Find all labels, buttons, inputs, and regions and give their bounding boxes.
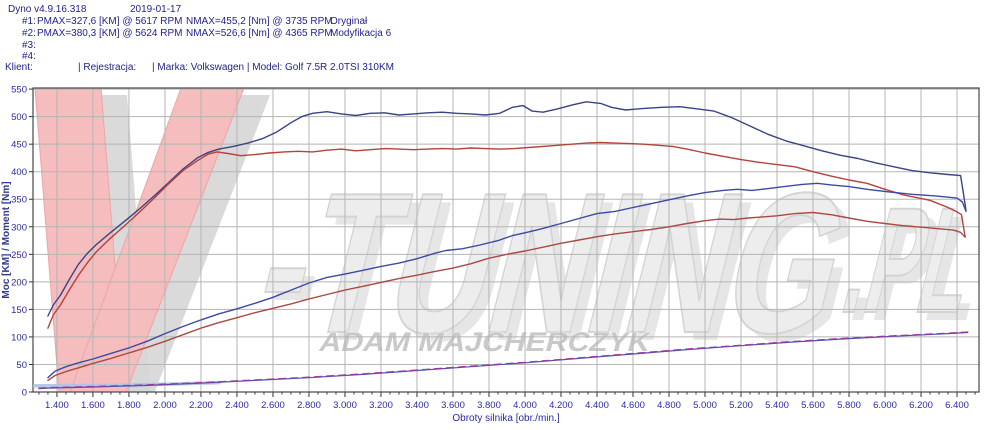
data-curves <box>33 101 969 390</box>
make-model-label: | Marka: Volkswagen | Model: Golf 7.5R 2… <box>152 62 394 73</box>
svg-text:3.000: 3.000 <box>333 400 357 411</box>
svg-text:1.600: 1.600 <box>81 400 105 411</box>
svg-text:6.200: 6.200 <box>909 400 933 411</box>
svg-text:5.800: 5.800 <box>837 400 861 411</box>
svg-text:2.200: 2.200 <box>189 400 213 411</box>
run3-id: #3: <box>22 40 36 51</box>
tuner-name-watermark: ADAM MAJCHERCZYK <box>316 326 654 357</box>
svg-text:6.000: 6.000 <box>873 400 897 411</box>
svg-text:5.600: 5.600 <box>801 400 825 411</box>
curve-power-original <box>47 211 966 382</box>
run2-pmax: PMAX=380,3 [KM] @ 5624 RPM <box>37 28 183 39</box>
svg-text:500: 500 <box>11 112 27 123</box>
svg-text:50: 50 <box>16 360 27 371</box>
svg-text:300: 300 <box>11 222 27 233</box>
svg-text:4.200: 4.200 <box>549 400 573 411</box>
svg-text:5.000: 5.000 <box>693 400 717 411</box>
axis-ticks <box>29 88 976 397</box>
report-date: 2019-01-17 <box>130 4 182 15</box>
app-title: Dyno v4.9.16.318 <box>8 4 87 15</box>
svg-text:5.400: 5.400 <box>765 400 789 411</box>
svg-text:1.800: 1.800 <box>117 400 141 411</box>
svg-text:1.400: 1.400 <box>45 400 69 411</box>
svg-text:-TUNING: -TUNING <box>239 152 870 376</box>
svg-text:100: 100 <box>11 332 27 343</box>
svg-text:250: 250 <box>11 250 27 261</box>
svg-text:350: 350 <box>11 195 27 206</box>
svg-text:2.800: 2.800 <box>297 400 321 411</box>
plot-border <box>32 87 980 393</box>
registration-label: | Rejestracja: <box>78 62 137 73</box>
svg-text:3.400: 3.400 <box>405 400 429 411</box>
svg-text:3.200: 3.200 <box>369 400 393 411</box>
client-label: Klient: <box>5 62 33 73</box>
svg-text:2.600: 2.600 <box>261 400 285 411</box>
curve-torque-original <box>47 141 966 329</box>
svg-text:550: 550 <box>11 85 27 96</box>
run1-nmax: NMAX=455,2 [Nm] @ 3735 RPM <box>186 16 333 27</box>
svg-text:6.400: 6.400 <box>945 400 969 411</box>
svg-text:0: 0 <box>22 388 27 399</box>
svg-text:3.800: 3.800 <box>477 400 501 411</box>
run2-id: #2: <box>22 28 36 39</box>
run1-pmax: PMAX=327,6 [KM] @ 5617 RPM <box>37 16 183 27</box>
run1-label: Oryginał <box>330 16 368 27</box>
svg-text:400: 400 <box>11 167 27 178</box>
svg-text:200: 200 <box>11 277 27 288</box>
run4-id: #4: <box>22 51 36 62</box>
svg-text:4.800: 4.800 <box>657 400 681 411</box>
svg-text:4.000: 4.000 <box>513 400 537 411</box>
curve-power-modified <box>47 182 967 379</box>
run2-nmax: NMAX=526,6 [Nm] @ 4365 RPM <box>186 28 333 39</box>
svg-text:-TUNING: -TUNING <box>248 160 879 384</box>
svg-text:2.000: 2.000 <box>153 400 177 411</box>
svg-text:450: 450 <box>11 140 27 151</box>
svg-text:3.600: 3.600 <box>441 400 465 411</box>
curve-drivetrain-loss-b <box>38 331 969 389</box>
x-axis-title: Obroty silnika [obr./min.] <box>452 413 559 424</box>
svg-text:4.400: 4.400 <box>585 400 609 411</box>
curve-torque-modified <box>47 101 967 317</box>
axis-tick-labels: 1.400 1.600 1.800 2.000 2.200 2.400 2.600 2.800… <box>11 85 969 411</box>
svg-text:5.200: 5.200 <box>729 400 753 411</box>
svg-text:4.600: 4.600 <box>621 400 645 411</box>
svg-text:150: 150 <box>11 305 27 316</box>
run1-id: #1: <box>22 16 36 27</box>
run2-label: Modyfikacja 6 <box>330 28 392 39</box>
y-axis-title: Moc [KM] / Moment [Nm] <box>1 181 12 298</box>
report-header: Dyno v4.9.16.318 2019-01-17 #1: PMAX=327… <box>0 0 1000 82</box>
dyno-chart: -TUNING .PL -TUNING .PL ADAM MAJCHERCZYK 1.40… <box>0 82 1000 430</box>
svg-text:2.400: 2.400 <box>225 400 249 411</box>
